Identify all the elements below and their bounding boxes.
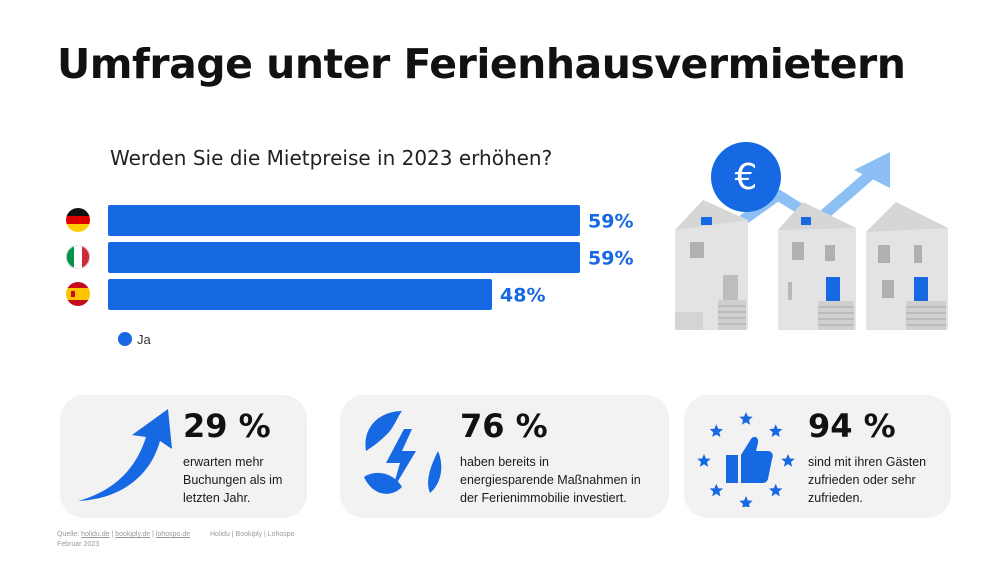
house-icon xyxy=(675,200,748,330)
stat-description: haben bereits in energiesparende Maßnahm… xyxy=(460,455,641,505)
star-icon xyxy=(709,483,723,497)
svg-text:€: € xyxy=(735,157,758,198)
stat-card-satisfaction: 94 % sind mit ihren Gästen zufrieden ode… xyxy=(684,395,951,518)
stat-card-energy: 76 % haben bereits in energiesparende Ma… xyxy=(340,395,669,518)
star-icon xyxy=(739,412,753,425)
bar-value-label: 48% xyxy=(500,285,545,307)
bar-deutschland xyxy=(108,205,580,236)
source-footer: Quelle: holidu.de | bookiply.de | lohosp… xyxy=(57,530,295,550)
flag-germany-icon xyxy=(66,208,90,232)
flag-italy-icon xyxy=(66,245,90,269)
chart-title: Werden Sie die Mietpreise in 2023 erhöhe… xyxy=(110,146,553,170)
legend-label: Ja xyxy=(137,332,152,347)
source-link[interactable]: lohospo.de xyxy=(155,531,191,538)
star-icon xyxy=(769,483,783,497)
stat-description: erwarten mehr Buchungen als im letzten J… xyxy=(183,455,283,505)
source-date: Februar 2023 xyxy=(57,541,100,548)
energy-leaf-icon xyxy=(364,411,442,494)
page-title: Umfrage unter Ferienhausvermietern xyxy=(57,40,906,88)
bar-value-label: 59% xyxy=(588,211,633,233)
star-icon xyxy=(781,454,795,467)
legend-marker xyxy=(118,332,132,346)
stat-value: 76 % xyxy=(460,407,548,445)
house-icon xyxy=(778,202,856,330)
house-icon xyxy=(866,202,948,330)
stat-description: sind mit ihren Gästen zufrieden oder seh… xyxy=(808,455,927,505)
bar-value-label: 59% xyxy=(588,248,633,270)
flag-spain-icon xyxy=(66,282,90,306)
source-line: Quelle: holidu.de | bookiply.de | lohosp… xyxy=(57,531,191,538)
stat-value: 94 % xyxy=(808,407,896,445)
bar-chart: 59% 59% 48% Ja xyxy=(66,205,633,347)
source-link[interactable]: bookiply.de xyxy=(115,531,151,538)
star-icon xyxy=(697,454,711,467)
houses-illustration: € xyxy=(675,142,948,330)
bar-italien xyxy=(108,242,580,273)
stat-value: 29 % xyxy=(183,407,271,445)
brand-names: Holidu | Bookiply | Lohospo xyxy=(210,531,295,538)
source-link[interactable]: holidu.de xyxy=(81,531,110,538)
star-icon xyxy=(769,424,783,437)
stat-card-bookings: 29 % erwarten mehr Buchungen als im letz… xyxy=(60,395,307,518)
star-icon xyxy=(739,496,753,507)
bar-spanien xyxy=(108,279,492,310)
star-icon xyxy=(709,424,723,437)
arrow-up-icon xyxy=(78,409,172,501)
thumbs-up-stars-icon xyxy=(697,412,795,507)
euro-coin-icon: € xyxy=(711,142,781,212)
